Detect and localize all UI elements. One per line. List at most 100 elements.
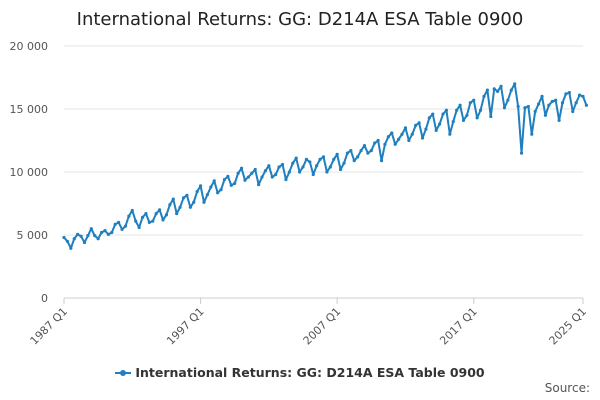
data-point[interactable] (485, 88, 489, 92)
data-point[interactable] (444, 108, 449, 112)
data-point[interactable] (537, 102, 541, 106)
data-point[interactable] (342, 161, 346, 165)
data-point[interactable] (513, 82, 517, 86)
data-point[interactable] (379, 159, 384, 163)
data-point[interactable] (236, 171, 240, 175)
data-point[interactable] (82, 240, 87, 245)
data-point[interactable] (417, 121, 421, 125)
data-point[interactable] (311, 172, 315, 177)
data-point[interactable] (113, 222, 117, 226)
data-point[interactable] (455, 108, 459, 112)
data-point[interactable] (410, 132, 414, 136)
data-point[interactable] (298, 170, 302, 174)
data-point[interactable] (151, 219, 155, 223)
data-point[interactable] (294, 156, 298, 160)
data-point[interactable] (567, 91, 571, 95)
data-point[interactable] (451, 120, 455, 124)
data-point[interactable] (127, 214, 131, 218)
data-point[interactable] (308, 160, 312, 164)
data-point[interactable] (571, 109, 575, 114)
data-point[interactable] (137, 225, 141, 230)
data-point[interactable] (253, 167, 257, 172)
data-point[interactable] (301, 165, 305, 169)
data-point[interactable] (185, 193, 189, 197)
data-point[interactable] (397, 137, 401, 141)
data-point[interactable] (267, 164, 271, 168)
data-point[interactable] (448, 132, 452, 136)
data-point[interactable] (246, 175, 250, 179)
data-point[interactable] (489, 114, 493, 119)
data-point[interactable] (383, 142, 387, 146)
data-point[interactable] (212, 179, 216, 183)
data-point[interactable] (509, 88, 513, 92)
data-point[interactable] (499, 84, 503, 88)
data-point[interactable] (239, 166, 244, 170)
data-point[interactable] (110, 230, 114, 235)
data-point[interactable] (123, 224, 128, 228)
data-point[interactable] (161, 218, 165, 222)
data-point[interactable] (560, 101, 565, 105)
data-point[interactable] (89, 227, 93, 231)
data-point[interactable] (393, 142, 397, 146)
data-point[interactable] (403, 126, 408, 130)
data-point[interactable] (540, 94, 544, 98)
data-point[interactable] (229, 183, 233, 187)
data-point[interactable] (216, 191, 220, 195)
data-point[interactable] (144, 211, 148, 216)
data-point[interactable] (188, 205, 192, 209)
data-point[interactable] (72, 237, 76, 241)
data-point[interactable] (506, 98, 510, 102)
data-point[interactable] (584, 103, 589, 107)
data-point[interactable] (260, 175, 264, 179)
data-point[interactable] (519, 151, 524, 155)
data-point[interactable] (178, 205, 182, 209)
data-point[interactable] (386, 135, 390, 139)
source-credit[interactable]: Source: (544, 381, 590, 395)
data-point[interactable] (550, 99, 554, 104)
data-point[interactable] (62, 235, 66, 240)
data-point[interactable] (352, 159, 356, 163)
data-point[interactable] (492, 87, 496, 91)
data-point[interactable] (407, 138, 411, 143)
data-point[interactable] (478, 108, 483, 112)
data-point[interactable] (369, 148, 373, 153)
data-point[interactable] (424, 127, 428, 131)
data-point[interactable] (574, 101, 578, 105)
data-point[interactable] (502, 106, 507, 110)
data-point[interactable] (280, 162, 285, 167)
data-point[interactable] (427, 116, 431, 120)
data-point[interactable] (543, 113, 548, 117)
data-point[interactable] (523, 106, 527, 110)
data-point[interactable] (93, 234, 97, 238)
data-point[interactable] (219, 188, 223, 192)
data-point[interactable] (472, 98, 476, 102)
data-point[interactable] (226, 174, 230, 179)
data-point[interactable] (158, 208, 162, 212)
data-point[interactable] (270, 175, 274, 179)
data-point[interactable] (318, 157, 322, 161)
data-point[interactable] (373, 141, 377, 145)
data-point[interactable] (284, 177, 288, 182)
data-point[interactable] (65, 239, 70, 243)
data-point[interactable] (291, 161, 295, 165)
data-point[interactable] (328, 165, 332, 169)
data-point[interactable] (516, 104, 520, 109)
data-point[interactable] (431, 112, 435, 116)
data-point[interactable] (420, 136, 425, 140)
data-point[interactable] (277, 165, 281, 169)
data-point[interactable] (437, 122, 442, 126)
data-point[interactable] (338, 167, 343, 172)
data-point[interactable] (321, 155, 326, 159)
data-point[interactable] (96, 237, 100, 241)
data-point[interactable] (195, 189, 199, 194)
data-point[interactable] (205, 193, 210, 197)
data-point[interactable] (359, 148, 363, 153)
data-point[interactable] (530, 132, 534, 136)
legend[interactable]: International Returns: GG: D214A ESA Tab… (0, 365, 600, 380)
data-point[interactable] (257, 183, 261, 187)
data-point[interactable] (356, 155, 360, 159)
data-point[interactable] (325, 170, 329, 174)
data-point[interactable] (175, 211, 179, 216)
data-point[interactable] (400, 132, 404, 136)
data-point[interactable] (335, 152, 339, 156)
